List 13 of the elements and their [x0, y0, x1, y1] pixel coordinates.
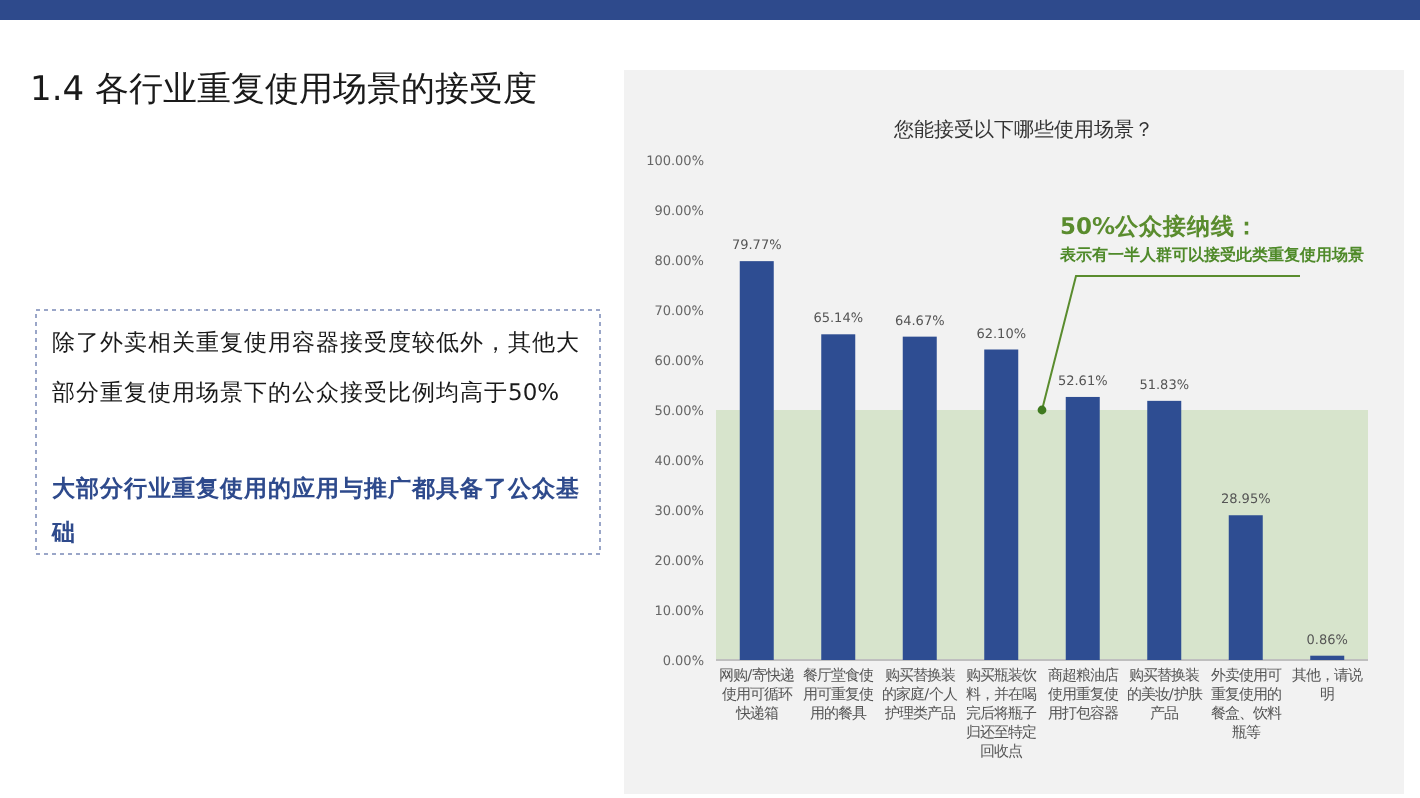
text: 除了外卖相关重复使用容器接受度较低外，其他大部分重复使用场景下的公众接受比例均高于50% — [52, 328, 580, 406]
bar — [739, 261, 774, 660]
annotation: 50%公众接纳线： — [1060, 212, 1260, 240]
bar — [984, 349, 1019, 660]
bar — [902, 336, 937, 660]
bar — [1228, 515, 1263, 660]
text: 大部分行业重复使用的应用与推广都具备了公众基础 — [50, 474, 580, 546]
bar — [821, 334, 856, 660]
annotation: 表示有一半人群可以接受此类重复使用场景 — [1058, 246, 1364, 264]
bar — [1147, 400, 1182, 660]
chart-subtitle: 您能接受以下哪些使用场景？ — [892, 118, 1154, 142]
bar — [1065, 396, 1100, 660]
text: 1.4 各行业重复使用场景的接受度 — [30, 70, 537, 110]
